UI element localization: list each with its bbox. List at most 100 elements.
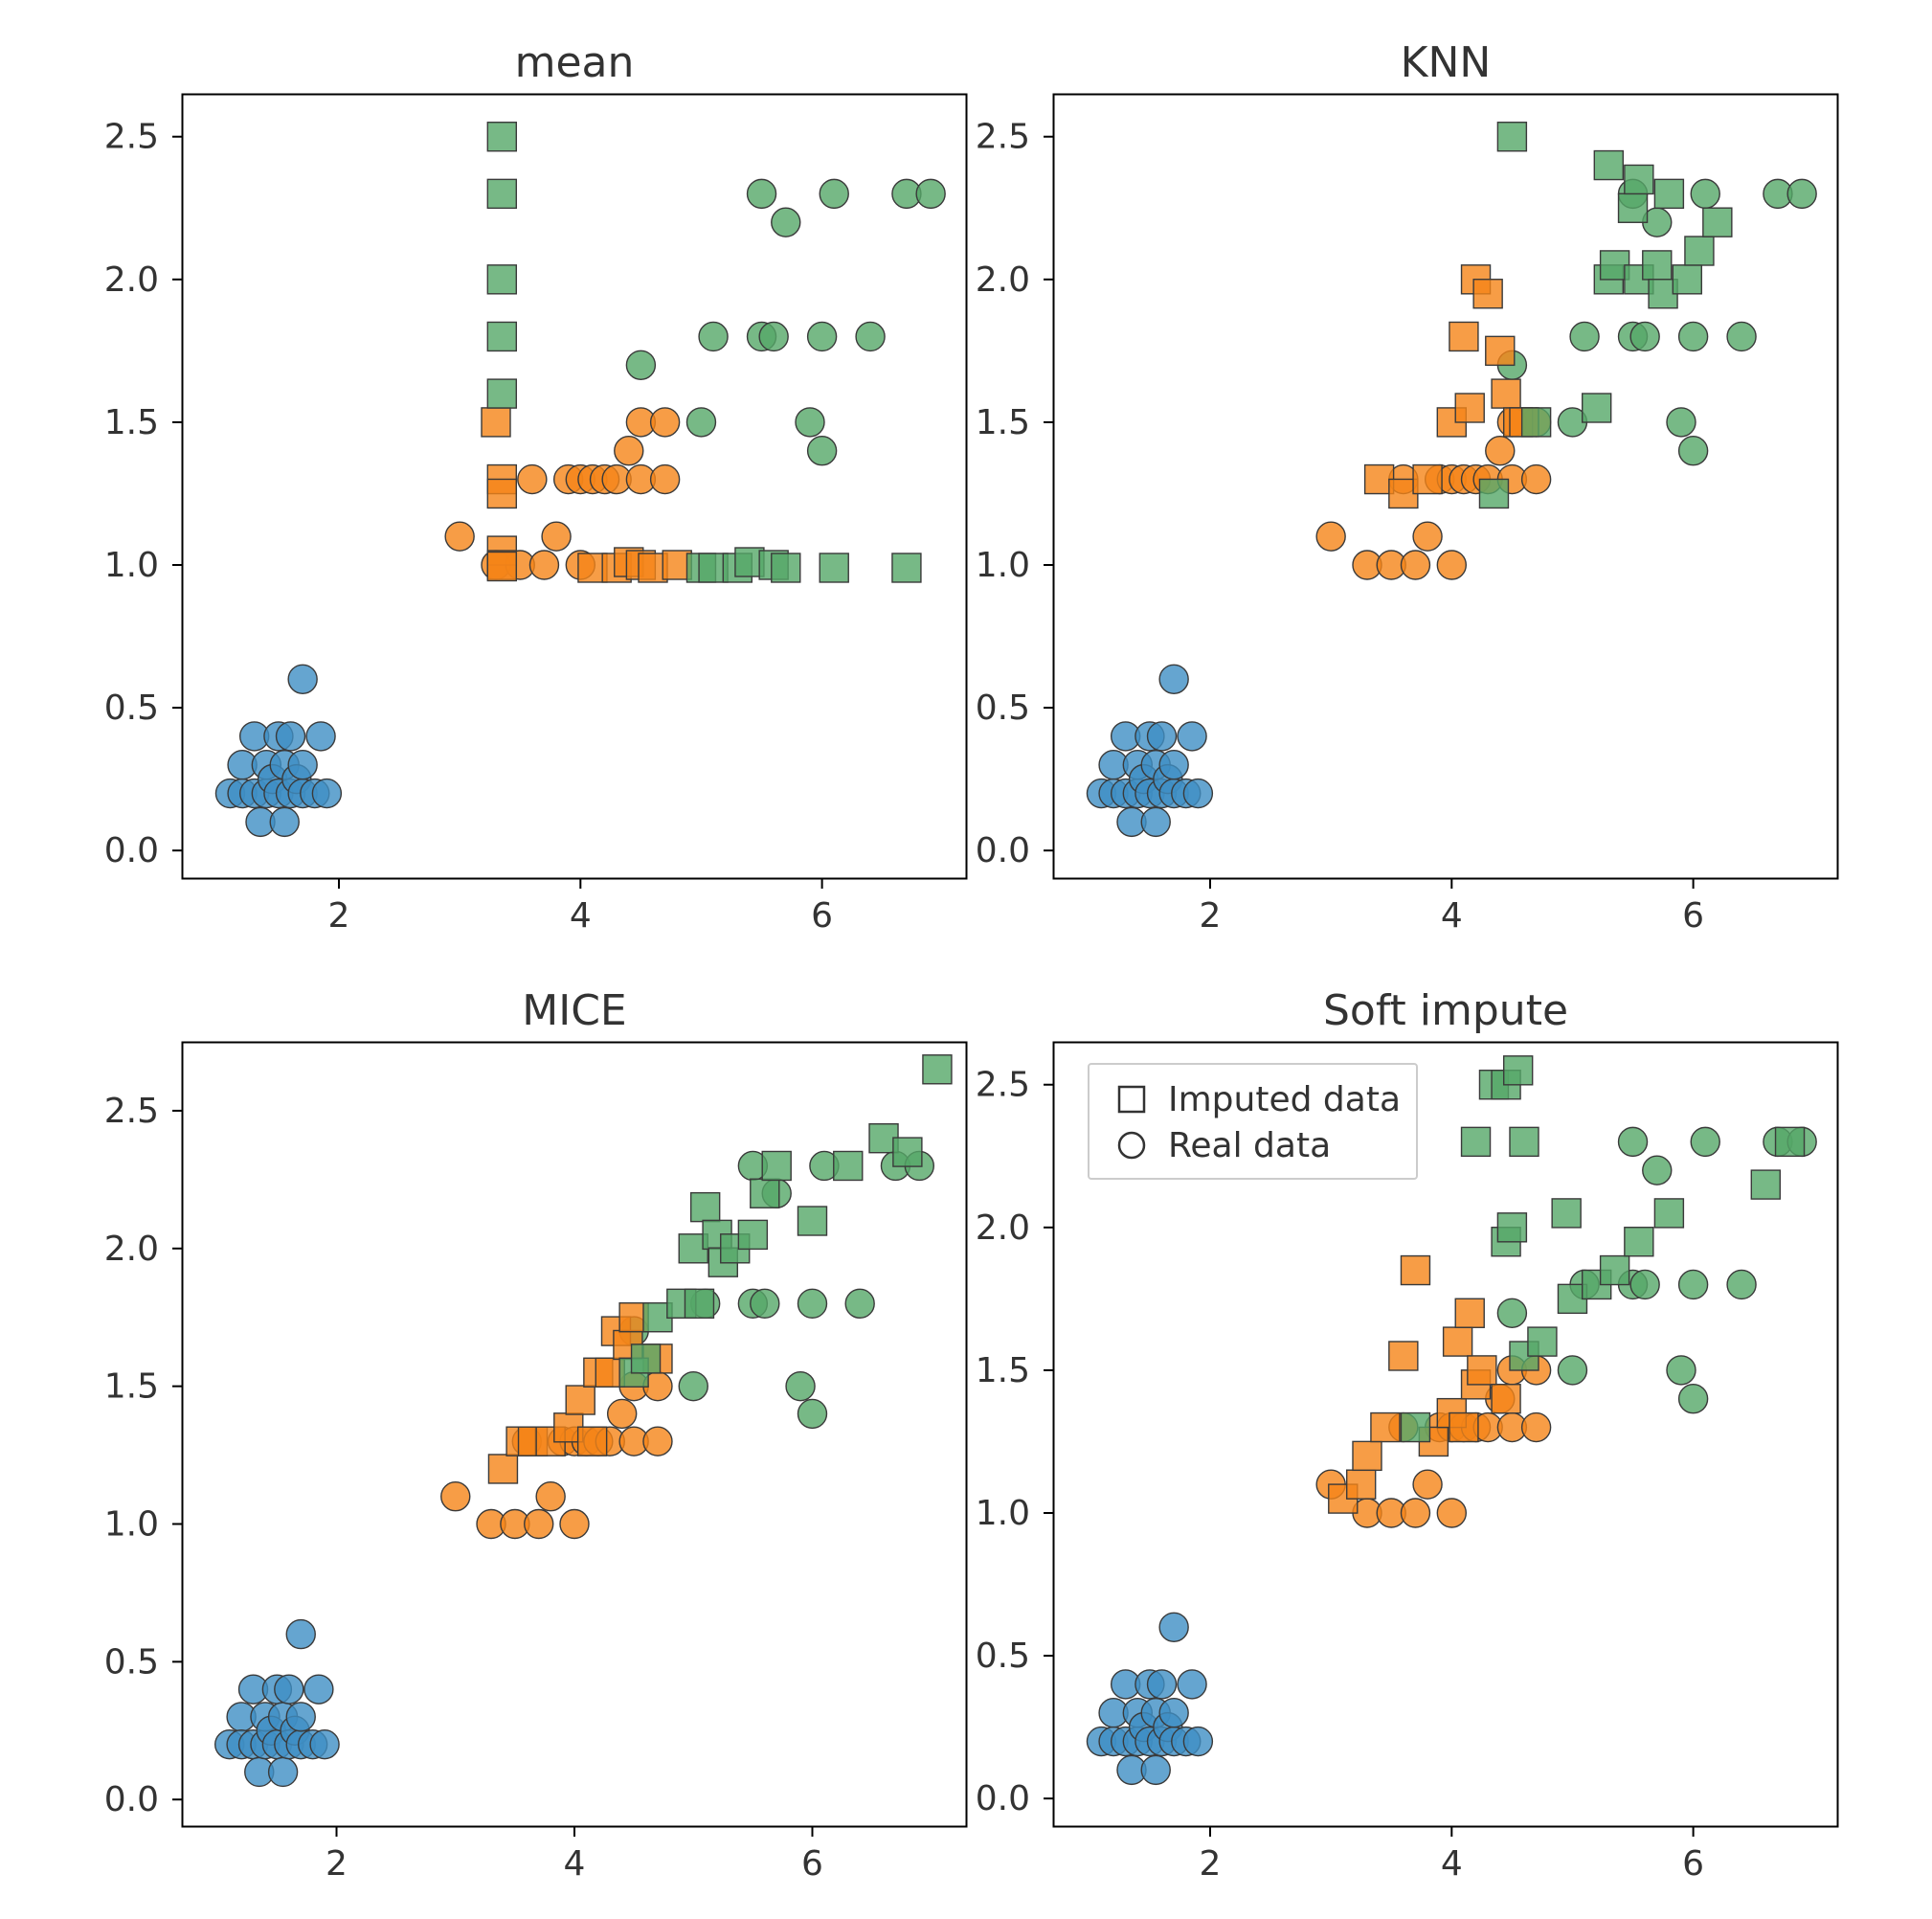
real-point-class0 [269, 1757, 298, 1786]
real-point-class1 [525, 1510, 553, 1539]
y-tick-label: 0.0 [976, 831, 1030, 870]
real-point-class2 [1619, 1127, 1648, 1156]
imputed-point-class2 [772, 553, 800, 582]
real-point-class2 [686, 408, 715, 437]
real-point-class2 [1558, 1356, 1586, 1385]
x-tick-label: 6 [1682, 896, 1704, 936]
real-point-class2 [798, 1289, 826, 1318]
imputed-point-class2 [487, 179, 516, 208]
real-point-class1 [608, 1399, 637, 1428]
real-point-class2 [1679, 1270, 1708, 1298]
real-point-class0 [270, 807, 299, 836]
imputed-point-class1 [1455, 1298, 1484, 1327]
y-tick-label: 2.0 [104, 1230, 159, 1269]
imputed-point-class1 [1353, 1441, 1382, 1470]
plot-area-mice: 2460.00.51.01.52.02.5 [182, 1042, 967, 1827]
real-point-class2 [820, 179, 848, 208]
x-tick-label: 2 [1200, 1844, 1222, 1884]
real-point-class2 [679, 1372, 708, 1401]
panel-mice: MICE2460.00.51.01.52.02.5 [182, 1042, 967, 1827]
x-tick-label: 6 [811, 896, 833, 936]
real-point-class1 [1486, 437, 1515, 465]
real-point-class2 [1679, 437, 1708, 465]
real-point-class1 [1413, 522, 1442, 551]
real-point-class0 [306, 722, 335, 751]
real-point-class1 [441, 1482, 470, 1511]
imputed-point-class1 [482, 408, 510, 437]
imputed-point-class1 [1468, 1356, 1496, 1385]
imputed-point-class2 [1751, 1170, 1780, 1199]
imputed-point-class2 [923, 1055, 952, 1084]
panel-knn: KNN2460.00.51.01.52.02.5 [1053, 94, 1838, 879]
x-tick-label: 4 [564, 1844, 586, 1884]
imputed-point-class2 [1497, 1213, 1526, 1242]
y-tick-label: 0.0 [976, 1779, 1030, 1818]
imputed-point-class2 [751, 1179, 779, 1208]
real-point-class1 [1437, 551, 1466, 579]
real-point-class2 [1630, 1270, 1659, 1298]
real-point-class1 [1401, 1499, 1429, 1527]
imputed-point-class2 [632, 1344, 661, 1373]
real-point-class0 [286, 1703, 315, 1731]
panel-title-knn: KNN [1053, 38, 1838, 87]
imputed-point-class2 [893, 1138, 922, 1166]
imputed-point-class2 [1619, 193, 1648, 222]
imputed-point-class1 [566, 1386, 595, 1414]
imputed-point-class1 [1444, 1327, 1472, 1356]
imputed-point-class2 [1504, 1056, 1533, 1085]
real-point-class2 [1691, 179, 1719, 208]
real-point-class2 [796, 408, 824, 437]
imputed-point-class2 [1522, 408, 1551, 437]
imputed-point-class1 [1347, 1470, 1376, 1499]
imputed-point-class1 [1371, 1413, 1400, 1442]
imputed-point-class1 [1413, 465, 1442, 494]
real-point-class0 [1178, 1670, 1206, 1699]
imputed-point-class2 [1583, 394, 1611, 422]
x-tick-label: 4 [1441, 1844, 1463, 1884]
legend-entry: Imputed data [1105, 1076, 1401, 1122]
real-point-class1 [1522, 1413, 1551, 1442]
imputed-point-class1 [578, 1427, 607, 1456]
real-point-class0 [1148, 722, 1177, 751]
real-point-class1 [1316, 522, 1345, 551]
square-icon [1105, 1080, 1158, 1118]
imputed-point-class2 [1601, 1256, 1629, 1285]
real-point-class0 [288, 751, 317, 779]
real-point-class2 [856, 322, 885, 350]
real-point-class0 [1159, 751, 1188, 779]
imputed-point-class2 [1497, 123, 1526, 151]
y-tick-label: 1.5 [104, 403, 159, 442]
figure-root: mean 2460.00.51.01.52.02.5KNN2460.00.51.0… [0, 0, 1932, 1919]
legend-label: Real data [1168, 1126, 1331, 1165]
y-tick-label: 2.5 [104, 118, 159, 157]
real-point-class2 [1679, 1385, 1708, 1413]
y-tick-label: 1.5 [976, 403, 1030, 442]
real-point-class0 [1141, 1755, 1170, 1784]
imputed-point-class1 [1389, 1342, 1418, 1370]
real-point-class2 [748, 179, 776, 208]
real-point-class0 [304, 1675, 333, 1704]
legend-entry: Real data [1105, 1122, 1401, 1168]
imputed-point-class2 [487, 123, 516, 151]
real-point-class0 [1159, 1613, 1188, 1641]
imputed-point-class2 [1685, 237, 1714, 265]
panel-soft_impute: Soft impute2460.00.51.01.52.02.5Imputed … [1053, 1042, 1838, 1827]
real-point-class0 [1148, 1670, 1177, 1699]
imputed-point-class2 [834, 1151, 863, 1180]
imputed-point-class2 [1510, 1127, 1539, 1156]
y-tick-label: 0.5 [104, 689, 159, 728]
panel-title-mean: mean [182, 38, 967, 87]
x-tick-label: 2 [326, 1844, 348, 1884]
imputed-point-class2 [487, 265, 516, 294]
imputed-point-class2 [487, 379, 516, 408]
y-tick-label: 2.5 [976, 118, 1030, 157]
real-point-class2 [1643, 1156, 1672, 1185]
real-point-class1 [536, 1482, 565, 1511]
circle-icon [1105, 1126, 1158, 1164]
imputed-point-class1 [1486, 336, 1515, 365]
imputed-point-class2 [1654, 179, 1683, 208]
imputed-point-class2 [1703, 208, 1732, 237]
imputed-point-class1 [1455, 394, 1484, 422]
real-point-class2 [1787, 179, 1816, 208]
imputed-point-class1 [1492, 379, 1520, 408]
